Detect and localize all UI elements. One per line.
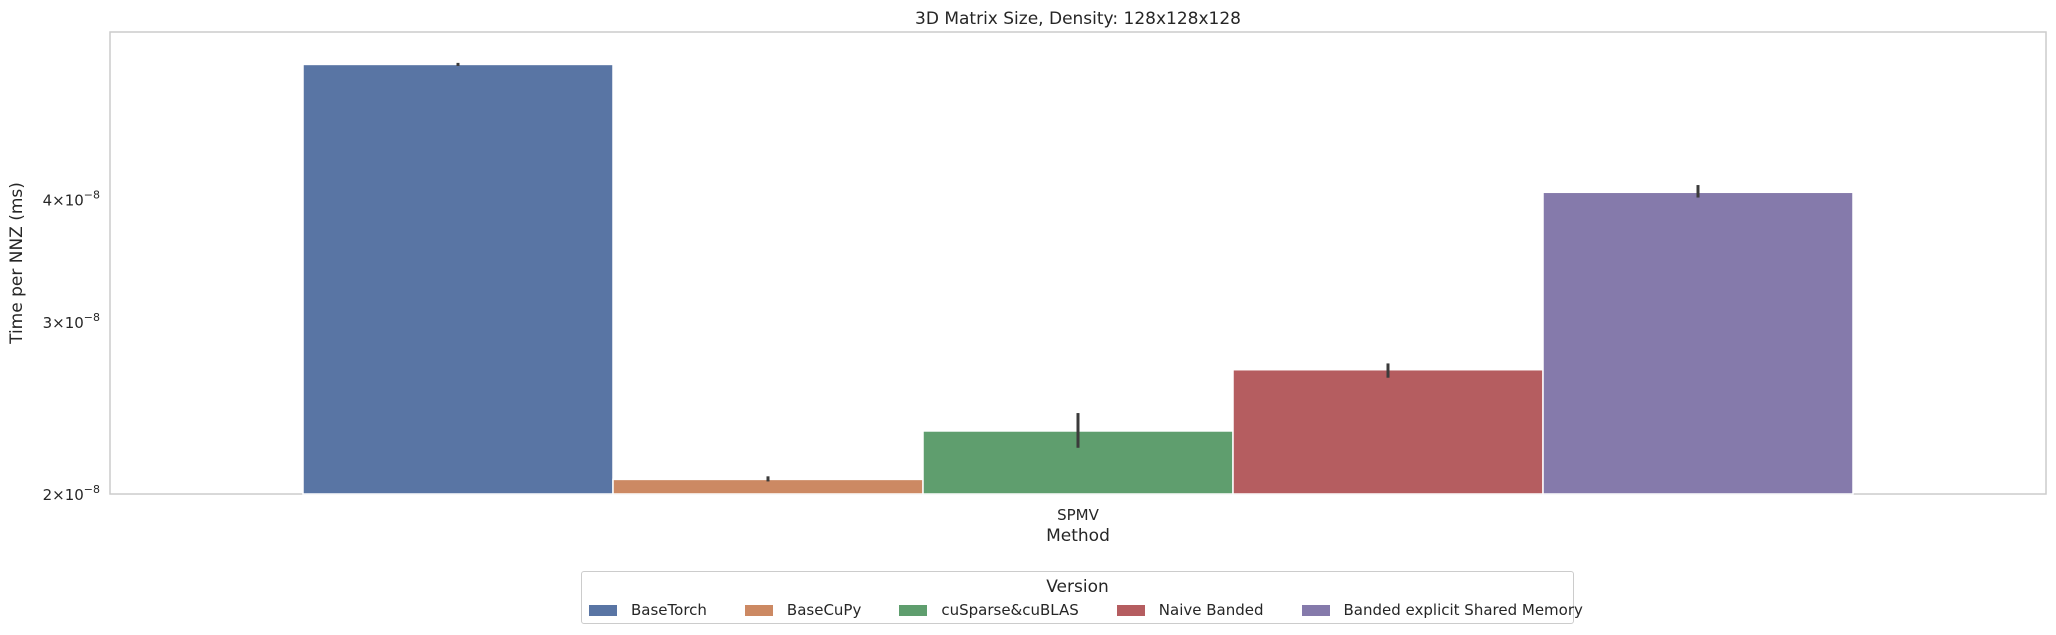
legend-label: cuSparse&cuBLAS [941,601,1079,619]
bar-banded-explicit-shared-memory [1542,191,1854,495]
legend-label: Naive Banded [1158,601,1264,619]
y-tick-label: 2×10−8 [43,483,100,504]
legend-swatch [744,604,773,616]
bar-basetorch [302,63,614,495]
legend-swatch [589,604,617,616]
legend-label: BaseTorch [631,601,707,619]
legend-item: Banded explicit Shared Memory [1301,601,1583,619]
legend-label: BaseCuPy [786,601,862,619]
y-tick-label: 3×10−8 [43,311,100,332]
legend-item: Naive Banded [1116,601,1264,619]
legend-item: BaseCuPy [744,601,862,619]
error-bars-group [456,62,1700,482]
bar-basecupy [612,478,924,495]
legend-item: BaseTorch [589,601,707,619]
y-axis-label: Time per NNZ (ms) [7,182,27,345]
chart-title: 3D Matrix Size, Density: 128x128x128 [915,9,1241,29]
legend-swatch [1116,604,1145,616]
legend: Version BaseTorch BaseCuPy cuSparse&cuBLAS… [581,571,1583,624]
legend-items: BaseTorch BaseCuPy cuSparse&cuBLAS Naive Ba… [589,601,1583,619]
bars-group [302,63,1854,495]
legend-label: Banded explicit Shared Memory [1343,601,1583,619]
x-tick-labels: SPMV [1057,506,1100,524]
bar-naive-banded [1232,368,1544,495]
legend-swatch [899,604,928,616]
y-tick-label: 4×10−8 [43,189,100,210]
x-tick-label: SPMV [1057,506,1100,524]
legend-item: cuSparse&cuBLAS [899,601,1079,619]
legend-swatch [1301,604,1330,616]
y-tick-labels: 2×10−8 3×10−8 4×10−8 [43,189,100,504]
legend-title: Version [1046,577,1109,597]
x-axis-label: Method [1046,526,1110,546]
